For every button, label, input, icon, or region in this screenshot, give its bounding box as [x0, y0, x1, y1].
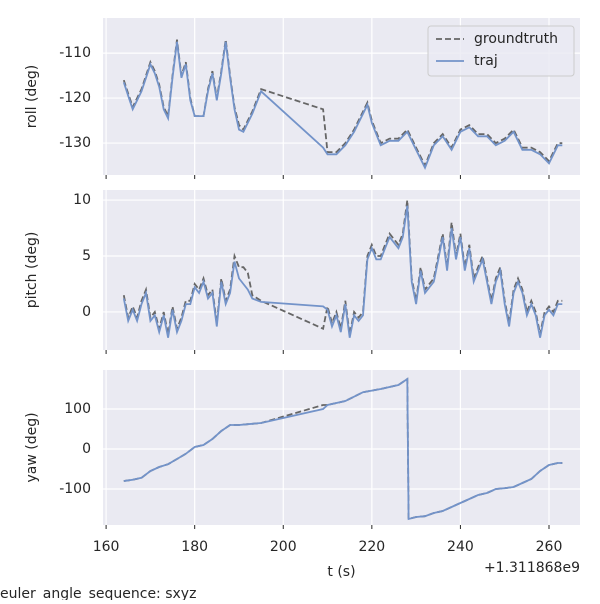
plot-area: [103, 370, 580, 525]
data-line: [122, 39, 563, 168]
footnote: euler_angle_sequence: sxyz: [0, 586, 196, 600]
legend: [427, 25, 575, 77]
y-axis-label: pitch (deg): [24, 232, 40, 309]
y-tick-label: 100: [64, 401, 91, 417]
plot-lines: [123, 377, 563, 521]
plot-lines: [122, 199, 563, 338]
data-line: [123, 377, 563, 521]
y-axis-label: yaw (deg): [24, 412, 40, 482]
y-tick-label: 0: [82, 304, 91, 320]
y-tick-label: 0: [82, 441, 91, 457]
x-tick-label: 200: [270, 539, 297, 555]
x-tick-label: 240: [447, 539, 474, 555]
y-axis-label: roll (deg): [24, 65, 40, 129]
y-tick-label: -120: [59, 90, 91, 106]
y-tick-label: -100: [59, 481, 91, 497]
legend-label: groundtruth: [474, 31, 558, 47]
y-tick-label: 5: [82, 248, 91, 264]
y-tick-label: -110: [59, 45, 91, 61]
x-axis-label: t (s): [327, 564, 355, 580]
x-tick-label: 260: [536, 539, 563, 555]
x-tick-label: 180: [181, 539, 208, 555]
y-tick-label: 10: [73, 192, 91, 208]
data-line: [122, 41, 563, 171]
plot-lines: [122, 39, 563, 171]
x-offset-label: +1.311868e9: [484, 560, 580, 576]
legend-label: traj: [474, 53, 498, 69]
x-tick-label: 160: [93, 539, 120, 555]
y-tick-label: -130: [59, 135, 91, 151]
data-line: [122, 205, 563, 338]
x-tick-label: 220: [358, 539, 385, 555]
